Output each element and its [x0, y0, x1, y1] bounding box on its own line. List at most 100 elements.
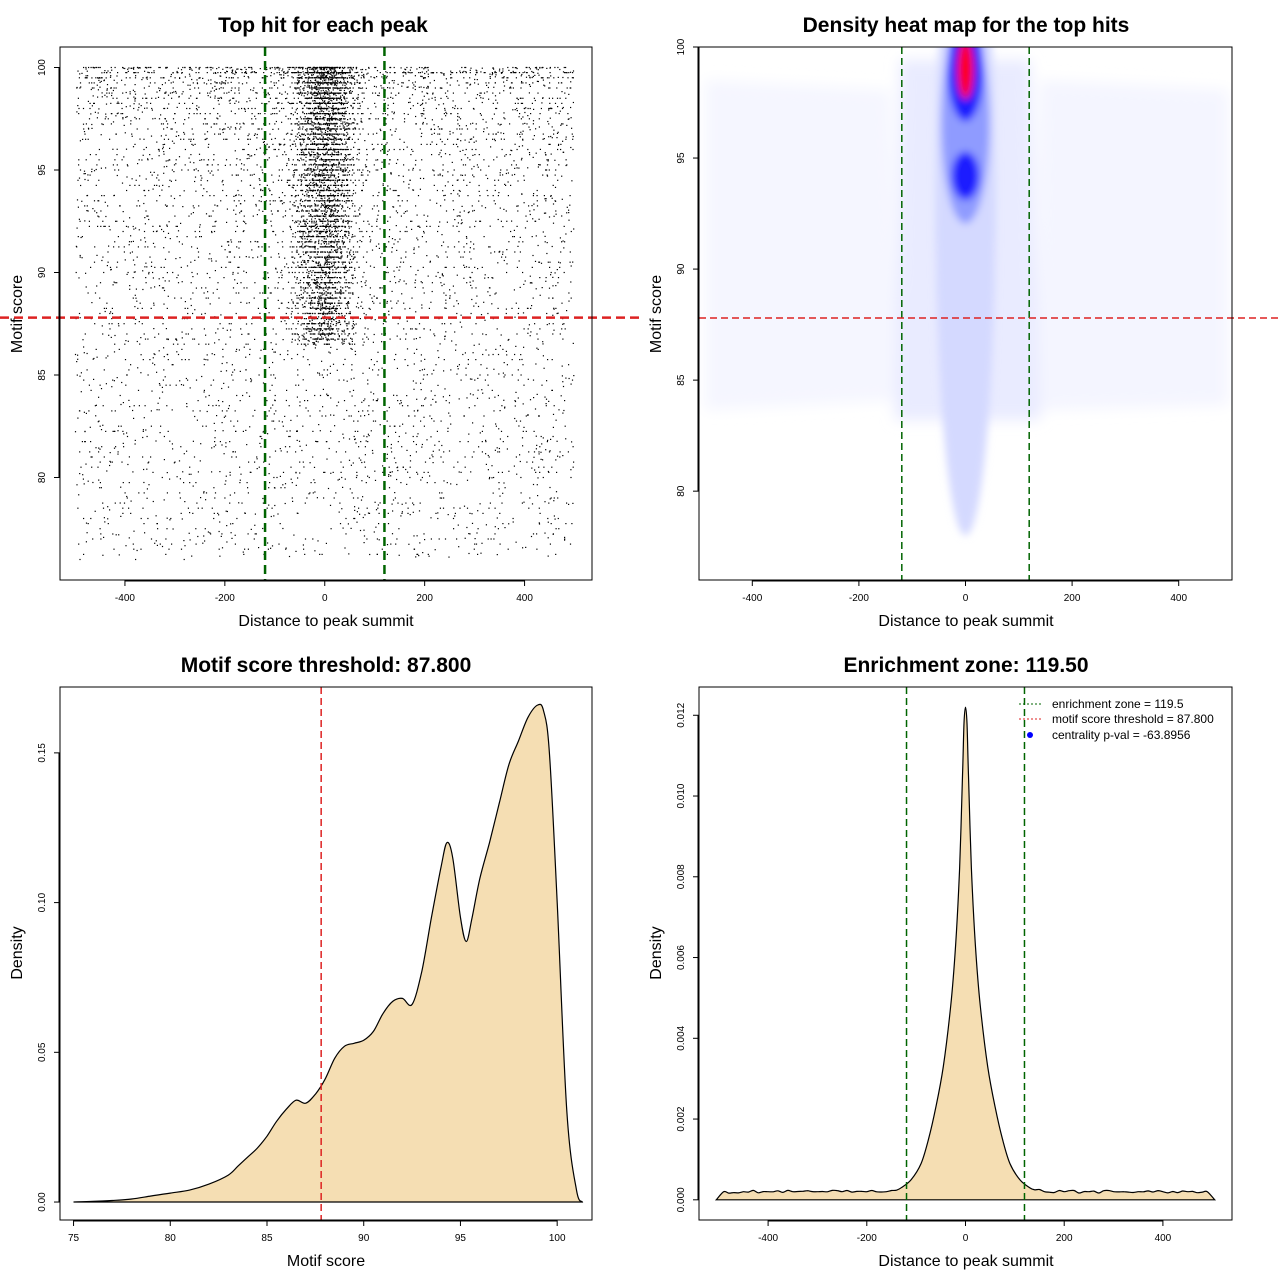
scatter-point [479, 220, 482, 222]
scatter-point [540, 262, 543, 264]
scatter-point [390, 475, 392, 477]
scatter-point [507, 339, 509, 341]
scatter-point [552, 323, 554, 325]
scatter-point [126, 72, 128, 74]
scatter-point [472, 107, 475, 110]
scatter-point [118, 102, 120, 104]
scatter-point [254, 154, 256, 156]
scatter-point [93, 378, 95, 380]
scatter-point [178, 460, 181, 462]
scatter-point [105, 307, 107, 309]
scatter-point [536, 393, 538, 395]
scatter-point [110, 87, 112, 89]
scatter-point [565, 233, 567, 235]
scatter-point [95, 184, 97, 186]
scatter-point [288, 158, 290, 160]
scatter-point [205, 138, 207, 140]
scatter-point [234, 410, 236, 412]
scatter-point [451, 340, 453, 342]
scatter-point [143, 138, 145, 140]
scatter-point [76, 86, 78, 89]
scatter-point [376, 132, 378, 134]
scatter-point [392, 189, 394, 192]
scatter-point [362, 496, 364, 498]
scatter-point [422, 378, 424, 380]
scatter-point [123, 502, 126, 504]
scatter-point [483, 415, 485, 417]
scatter-point [443, 497, 445, 499]
scatter-point [374, 92, 377, 94]
scatter-point [314, 394, 316, 397]
scatter-point [530, 113, 532, 115]
scatter-point [83, 553, 85, 555]
scatter-point [356, 158, 358, 160]
scatter-point [454, 512, 456, 514]
scatter-point [253, 538, 255, 540]
scatter-point [390, 543, 392, 545]
scatter-point [397, 469, 399, 472]
scatter-point [426, 439, 428, 441]
scatter-point [367, 174, 369, 176]
scatter-point [85, 123, 87, 125]
scatter-point [267, 92, 269, 94]
scatter-point [87, 100, 89, 102]
scatter-point [249, 426, 251, 428]
scatter-point [313, 342, 315, 344]
scatter-point [521, 81, 523, 83]
scatter-point [266, 75, 268, 78]
scatter-point [151, 97, 153, 99]
scatter-point [176, 351, 178, 353]
scatter-point [426, 87, 428, 89]
scatter-point [494, 526, 496, 528]
scatter-point [83, 411, 85, 413]
scatter-point [391, 134, 393, 136]
scatter-point [500, 169, 502, 171]
scatter-point [156, 184, 158, 186]
scatter-point [410, 266, 412, 268]
scatter-point [511, 164, 513, 166]
scatter-point [184, 359, 186, 361]
scatter-point [553, 329, 555, 331]
scatter-point [128, 456, 130, 458]
scatter-point [450, 73, 452, 76]
scatter-point [567, 451, 569, 453]
scatter-point [137, 307, 139, 309]
scatter-point [352, 293, 354, 295]
scatter-point [145, 77, 147, 79]
scatter-point [194, 259, 196, 261]
scatter-point [460, 133, 462, 135]
scatter-point [312, 538, 314, 540]
scatter-point [408, 101, 410, 104]
scatter-point [497, 179, 500, 181]
scatter-point [390, 443, 392, 446]
scatter-point [179, 492, 181, 494]
scatter-point [126, 435, 129, 438]
scatter-point [136, 300, 138, 302]
scatter-point [168, 280, 170, 282]
scatter-point [272, 404, 274, 406]
scatter-point [122, 430, 124, 432]
scatter-point [377, 94, 379, 96]
scatter-point [215, 260, 217, 262]
scatter-point [96, 164, 98, 166]
scatter-point [567, 77, 569, 79]
scatter-point [158, 155, 160, 157]
scatter-point [140, 548, 142, 550]
scatter-point [557, 497, 559, 499]
scatter-point [153, 353, 155, 355]
scatter-point [430, 301, 432, 303]
scatter-point [358, 148, 361, 151]
scatter-point [295, 307, 297, 309]
scatter-point [98, 159, 100, 161]
scatter-point [129, 288, 131, 290]
scatter-point [142, 288, 144, 291]
scatter-point [179, 478, 181, 480]
scatter-point [510, 149, 512, 151]
scatter-point [463, 179, 465, 181]
scatter-point [475, 123, 477, 125]
scatter-point [170, 75, 172, 78]
scatter-point [367, 72, 369, 74]
scatter-point [503, 362, 505, 364]
scatter-point [517, 180, 519, 182]
